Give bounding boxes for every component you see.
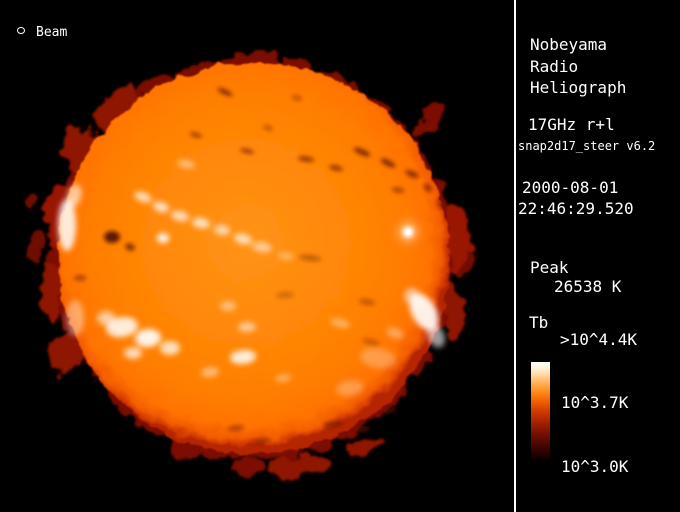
beam-label: Beam: [36, 25, 68, 40]
instrument-name-line3: Heliograph: [530, 78, 627, 97]
instrument-name-line1: Nobeyama: [530, 35, 608, 54]
tb-label: Tb: [529, 313, 549, 332]
solar-disk-image: [24, 52, 474, 477]
program-version: snap2d17_steer v6.2: [518, 139, 656, 153]
peak-label: Peak: [530, 258, 569, 277]
colorbar-min-label: 10^3.0K: [561, 457, 629, 476]
colorbar-max-label: >10^4.4K: [560, 330, 638, 349]
sun-svg: [24, 52, 474, 477]
instrument-name-line2: Radio: [530, 57, 579, 76]
active-region-bright-spot: [398, 222, 418, 242]
colorbar-mid-label: 10^3.7K: [561, 393, 629, 412]
beam-ellipse-icon: [17, 27, 25, 34]
observation-time: 22:46:29.520: [518, 199, 634, 218]
filament-dark-regions: [74, 87, 445, 444]
peak-value: 26538 K: [554, 277, 622, 296]
observation-mode: 17GHz r+l: [528, 115, 615, 134]
panel-divider: [514, 0, 516, 512]
observation-date: 2000-08-01: [522, 178, 619, 197]
plage-bright-regions: [58, 159, 445, 397]
tb-colorbar: [531, 362, 550, 460]
sun-disk: [58, 62, 450, 454]
